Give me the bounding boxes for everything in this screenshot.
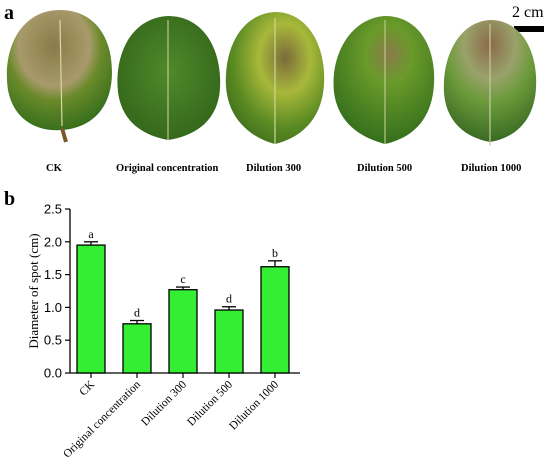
y-tick-label: 0.5 <box>44 333 62 348</box>
x-tick-label: CK <box>77 378 97 398</box>
caption-dilution-500: Dilution 500 <box>357 163 413 174</box>
x-tick-label: Dilution 500 <box>185 378 235 428</box>
significance-label: d <box>226 292 232 306</box>
scale-bar-label: 2 cm <box>512 4 544 21</box>
leaf-original-concentration <box>117 16 221 140</box>
y-tick-label: 2.0 <box>44 234 62 249</box>
scale-bar <box>514 26 544 32</box>
caption-ck: CK <box>46 163 62 174</box>
caption-dilution-300: Dilution 300 <box>246 163 302 174</box>
caption-original-concentration: Original concentration <box>116 163 219 174</box>
leaf-dilution-500 <box>333 16 435 144</box>
leaf-ck <box>6 10 112 143</box>
bar-0 <box>76 244 106 374</box>
bar-1 <box>122 323 152 374</box>
significance-label: b <box>272 246 278 260</box>
y-tick-label: 2.5 <box>44 202 62 217</box>
leaf-dilution-1000 <box>443 20 537 146</box>
x-tick-label: Original concentration <box>61 378 143 458</box>
y-axis-title: Diameter of spot (cm) <box>26 233 41 348</box>
x-tick-label: Dilution 300 <box>139 378 189 428</box>
x-tick-label: Dilution 1000 <box>227 378 281 432</box>
leaf-dilution-300 <box>225 12 325 144</box>
caption-dilution-1000: Dilution 1000 <box>461 163 522 174</box>
significance-label: a <box>88 227 94 241</box>
leaf-photos <box>6 10 537 146</box>
bar-4 <box>260 266 290 374</box>
panel-b-label: b <box>4 188 16 210</box>
panel-a-label: a <box>4 2 14 24</box>
bar-3 <box>214 309 244 374</box>
bar-2 <box>168 289 198 374</box>
significance-label: d <box>134 306 140 320</box>
y-tick-label: 0.0 <box>44 366 62 381</box>
y-tick-label: 1.5 <box>44 267 62 282</box>
significance-label: c <box>180 272 185 286</box>
y-tick-label: 1.0 <box>44 300 62 315</box>
